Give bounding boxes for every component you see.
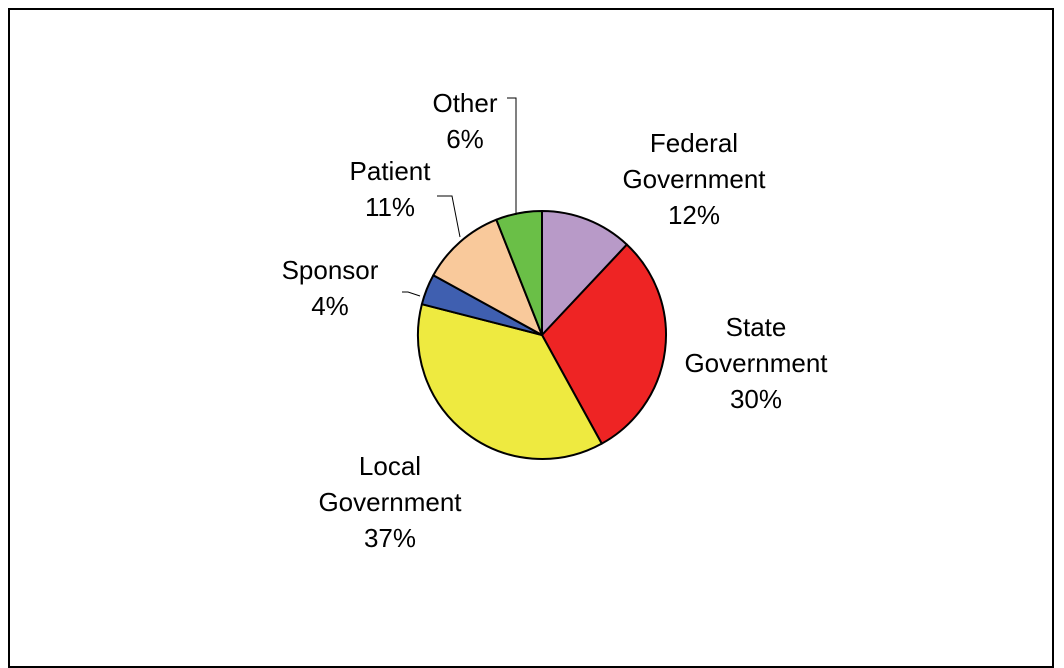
pie-slice bbox=[541, 243, 667, 445]
slice-percent-label: 6% bbox=[446, 124, 484, 154]
slice-name-label: Sponsor bbox=[282, 255, 379, 285]
slice-name-label: Government bbox=[318, 487, 462, 517]
slice-percent-label: 11% bbox=[365, 192, 415, 222]
slice-name-label: Other bbox=[432, 88, 497, 118]
slice-name-label: Federal bbox=[650, 128, 738, 158]
slice-labels: Federal Government 12% State Government 30% Lo… bbox=[282, 88, 829, 553]
slice-name-label: Government bbox=[622, 164, 766, 194]
slice-label: Local Government 37% bbox=[318, 451, 462, 553]
leader-lines bbox=[402, 97, 517, 297]
slice-name-label: Patient bbox=[350, 156, 432, 186]
slice-percent-label: 4% bbox=[311, 291, 349, 321]
pie-slice bbox=[541, 210, 628, 336]
slice-percent-label: 12% bbox=[668, 200, 720, 230]
leader-line bbox=[507, 97, 517, 215]
leader-line bbox=[402, 291, 421, 297]
slice-name-label: State bbox=[726, 312, 787, 342]
slice-label: Sponsor 4% bbox=[282, 255, 379, 321]
leader-line bbox=[437, 195, 461, 238]
slice-percent-label: 30% bbox=[730, 384, 782, 414]
slice-label: Other 6% bbox=[432, 88, 497, 154]
slice-label: State Government 30% bbox=[684, 312, 828, 414]
slice-label: Federal Government 12% bbox=[622, 128, 766, 230]
slice-percent-label: 37% bbox=[364, 523, 416, 553]
slice-name-label: Government bbox=[684, 348, 828, 378]
pie-slice bbox=[432, 218, 543, 336]
slice-label: Patient 11% bbox=[350, 156, 432, 222]
slice-name-label: Local bbox=[359, 451, 421, 481]
pie-slices bbox=[417, 210, 667, 460]
pie-slice bbox=[417, 303, 603, 460]
pie-slice bbox=[495, 210, 543, 336]
